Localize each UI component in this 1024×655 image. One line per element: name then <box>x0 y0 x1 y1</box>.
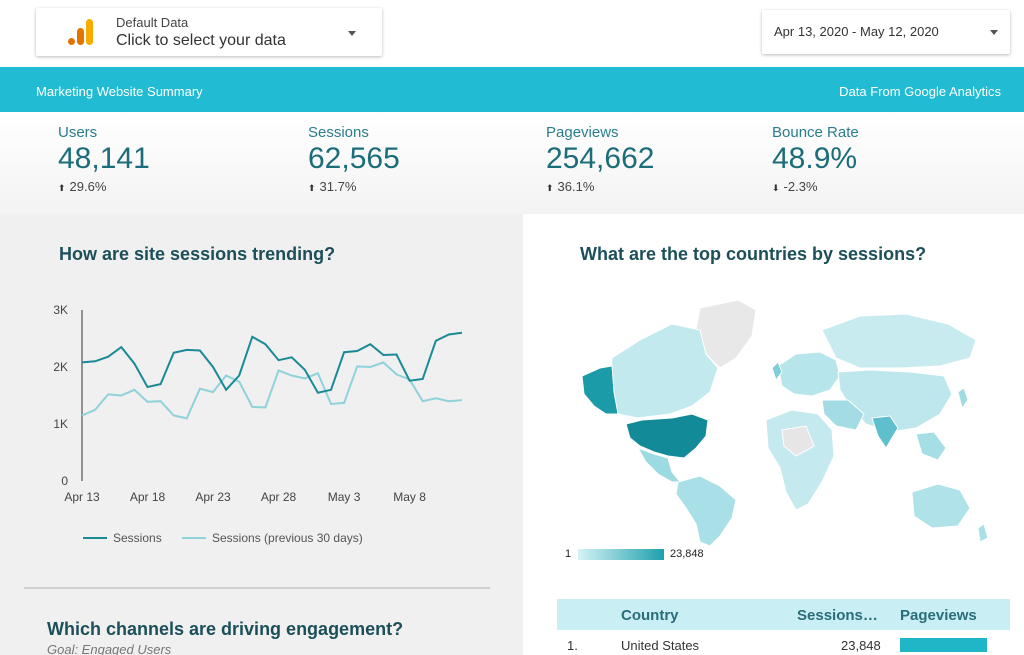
map-region-united-states <box>625 413 709 459</box>
arrow-down-icon: ⬇ <box>772 183 780 193</box>
map-region-southeast-asia <box>915 431 947 461</box>
map-region-uk <box>771 361 783 382</box>
row-rank: 1. <box>567 638 578 653</box>
arrow-up-icon: ⬆ <box>308 183 316 193</box>
x-tick-label: May 8 <box>393 490 426 504</box>
date-range-label: Apr 13, 2020 - May 12, 2020 <box>774 24 939 39</box>
map-region-australia <box>911 483 971 529</box>
legend-label: Sessions (previous 30 days) <box>212 531 363 545</box>
kpi-sessions: Sessions 62,565 ⬆ 31.7% <box>308 124 400 194</box>
color-scale-bar <box>578 549 664 560</box>
kpi-value: 62,565 <box>308 142 400 175</box>
y-tick-label: 3K <box>53 303 68 317</box>
scale-max-label: 23,848 <box>670 548 704 560</box>
kpi-bounce-rate: Bounce Rate 48.9% ⬇ -2.3% <box>772 124 859 194</box>
map-region-middle-east <box>821 399 865 431</box>
world-map[interactable] <box>560 296 1000 546</box>
header-sessions[interactable]: Sessions… <box>797 607 878 624</box>
legend-swatch <box>182 537 206 539</box>
kpi-value: 48.9% <box>772 142 858 175</box>
scale-min-label: 1 <box>565 548 572 560</box>
sessions-chart-title: How are site sessions trending? <box>59 244 336 264</box>
header-pageviews[interactable]: Pageviews <box>900 607 977 624</box>
x-tick-label: Apr 13 <box>64 490 100 504</box>
data-source-caption: Data From Google Analytics <box>839 84 1001 99</box>
table-row[interactable]: 1. United States 23,848 <box>557 630 1010 655</box>
arrow-up-icon: ⬆ <box>546 183 554 193</box>
map-region-europe <box>777 351 841 397</box>
x-tick-label: May 3 <box>328 490 361 504</box>
map-region-japan <box>957 387 969 410</box>
sessions-trend-panel <box>0 214 523 655</box>
kpi-delta: ⬆ 36.1% <box>546 179 654 194</box>
y-tick-label: 0 <box>61 474 68 488</box>
map-region-russia <box>821 313 977 369</box>
header-country[interactable]: Country <box>621 607 679 624</box>
map-region-new-zealand <box>977 523 989 543</box>
legend-swatch <box>83 537 107 539</box>
report-banner: Marketing Website Summary Data From Goog… <box>0 67 1024 112</box>
map-region-india <box>871 415 899 449</box>
chevron-down-icon[interactable] <box>348 31 356 36</box>
series-line-previous-sessions <box>81 361 463 420</box>
map-region-south-america <box>675 475 737 546</box>
kpi-value: 254,662 <box>546 142 655 175</box>
kpi-delta-value: -2.3% <box>783 179 818 194</box>
analytics-logo-icon <box>68 19 93 45</box>
chevron-down-icon[interactable] <box>990 30 998 35</box>
arrow-up-icon: ⬆ <box>58 183 66 193</box>
row-country: United States <box>621 638 700 653</box>
map-region-sahara <box>781 425 815 457</box>
kpi-label: Pageviews <box>546 124 619 141</box>
kpi-delta: ⬆ 29.6% <box>58 179 150 194</box>
data-source-label: Default Data <box>116 15 189 30</box>
kpi-delta-value: 36.1% <box>557 179 595 194</box>
kpi-label: Sessions <box>308 124 369 141</box>
x-tick-label: Apr 18 <box>130 490 166 504</box>
map-region-alaska <box>581 365 619 415</box>
map-region-africa <box>765 409 835 511</box>
row-sessions: 23,848 <box>841 638 881 653</box>
y-tick-label: 2K <box>53 360 68 374</box>
section-divider <box>24 587 490 589</box>
sessions-line-chart[interactable]: 0 1K 2K 3K Apr 13 Apr 18 Apr 23 Apr 28 May 3 May … <box>0 290 523 520</box>
kpi-pageviews: Pageviews 254,662 ⬆ 36.1% <box>546 124 654 194</box>
legend-label: Sessions <box>113 531 162 545</box>
data-source-selector[interactable]: Default Data Click to select your data <box>36 8 382 56</box>
kpi-value: 48,141 <box>58 142 150 175</box>
data-source-prompt: Click to select your data <box>116 32 286 49</box>
channels-subtitle: Goal: Engaged Users <box>47 642 172 655</box>
country-table-header: Country Sessions… Pageviews <box>557 599 1010 630</box>
kpi-scorecards: Users 48,141 ⬆ 29.6% Sessions 62,565 ⬆ 31.… <box>0 112 1024 214</box>
kpi-label: Users <box>58 124 98 141</box>
kpi-delta-value: 31.7% <box>319 179 357 194</box>
kpi-delta: ⬇ -2.3% <box>772 179 859 194</box>
legend-previous-sessions[interactable]: Sessions (previous 30 days) <box>182 531 363 545</box>
kpi-delta-value: 29.6% <box>69 179 107 194</box>
countries-chart-title: What are the top countries by sessions? <box>580 244 927 264</box>
legend-sessions[interactable]: Sessions <box>83 531 162 545</box>
x-tick-label: Apr 28 <box>261 490 297 504</box>
map-region-canada <box>609 323 719 419</box>
row-pageviews-bar <box>900 638 987 652</box>
x-tick-label: Apr 23 <box>195 490 231 504</box>
kpi-users: Users 48,141 ⬆ 29.6% <box>58 124 150 194</box>
kpi-delta: ⬆ 31.7% <box>308 179 400 194</box>
kpi-label: Bounce Rate <box>772 124 859 141</box>
report-title: Marketing Website Summary <box>36 84 203 99</box>
y-tick-label: 1K <box>53 417 68 431</box>
series-line-sessions <box>81 331 463 394</box>
date-range-selector[interactable]: Apr 13, 2020 - May 12, 2020 <box>762 10 1010 54</box>
channels-title: Which channels are driving engagement? <box>47 619 404 639</box>
